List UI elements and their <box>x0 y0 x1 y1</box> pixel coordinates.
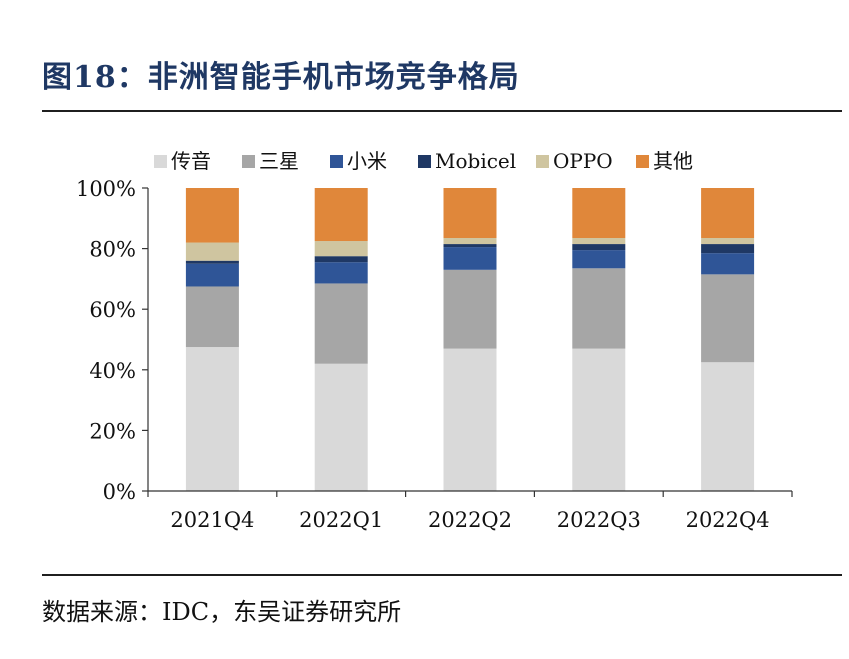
x-tick-label: 2022Q4 <box>686 508 770 532</box>
page-title: 图18：非洲智能手机市场竞争格局 <box>42 60 520 95</box>
legend-label: OPPO <box>553 149 613 173</box>
bar-segment <box>443 188 497 238</box>
legend-label: 三星 <box>259 149 299 173</box>
bar-segment <box>314 262 368 284</box>
bar-segment <box>572 188 626 238</box>
title-divider <box>42 110 842 112</box>
bar-segment <box>572 244 626 251</box>
bar-segment <box>443 269 497 349</box>
bar-segment <box>572 250 626 269</box>
legend-label: 其他 <box>653 149 693 173</box>
bar-segment <box>572 237 626 245</box>
legend-label: 小米 <box>347 149 387 173</box>
bar-segment <box>185 286 239 348</box>
x-tick-label: 2021Q4 <box>170 508 254 532</box>
bar-segment <box>314 256 368 263</box>
bar-segment <box>314 241 368 257</box>
bar-segment <box>701 362 755 491</box>
bar-segment <box>443 247 497 270</box>
bar-segment <box>701 274 755 363</box>
y-tick-label: 40% <box>89 359 136 383</box>
x-tick-label: 2022Q3 <box>557 508 641 532</box>
legend-swatch <box>330 155 343 168</box>
legend: 传音 三星 小米 Mobicel OPPO 其他 <box>154 149 693 173</box>
legend-label: Mobicel <box>435 149 516 173</box>
x-tick-label: 2022Q1 <box>299 508 383 532</box>
stacked-bar-chart: 传音 三星 小米 Mobicel OPPO 其他 2021Q4 2022Q1 2022Q2 20… <box>76 149 793 532</box>
bar-segment <box>572 268 626 349</box>
y-tick-label: 0% <box>103 480 136 504</box>
bar-segment <box>701 253 755 275</box>
bar-segment <box>443 237 497 245</box>
bar-segment <box>185 260 239 264</box>
legend-swatch <box>242 155 255 168</box>
legend-swatch <box>536 155 549 168</box>
bar-segment <box>185 188 239 243</box>
legend-swatch <box>154 155 167 168</box>
bar-segment <box>185 263 239 287</box>
y-tick-label: 60% <box>89 298 136 322</box>
bar-segment <box>443 244 497 248</box>
bar-segment <box>185 347 239 491</box>
legend-swatch <box>636 155 649 168</box>
legend-swatch <box>418 155 431 168</box>
axes: 2021Q4 2022Q1 2022Q2 2022Q3 2022Q4 0% 20% 40% 60… <box>76 177 793 532</box>
y-tick-label: 20% <box>89 419 136 443</box>
x-tick-label: 2022Q2 <box>428 508 512 532</box>
bar-segment <box>701 188 755 238</box>
bar-segment <box>314 283 368 364</box>
bar-segment <box>701 237 755 245</box>
bar-segment <box>701 244 755 254</box>
bar-segment <box>314 188 368 242</box>
source-note: 数据来源：IDC，东吴证券研究所 <box>42 598 402 626</box>
source-divider <box>42 574 842 576</box>
bar-segment <box>443 348 497 491</box>
legend-label: 传音 <box>171 149 211 173</box>
bar-segment <box>185 242 239 261</box>
y-tick-label: 100% <box>76 177 136 201</box>
bar-segment <box>572 348 626 491</box>
y-tick-label: 80% <box>89 238 136 262</box>
bars <box>185 188 755 491</box>
bar-segment <box>314 363 368 491</box>
